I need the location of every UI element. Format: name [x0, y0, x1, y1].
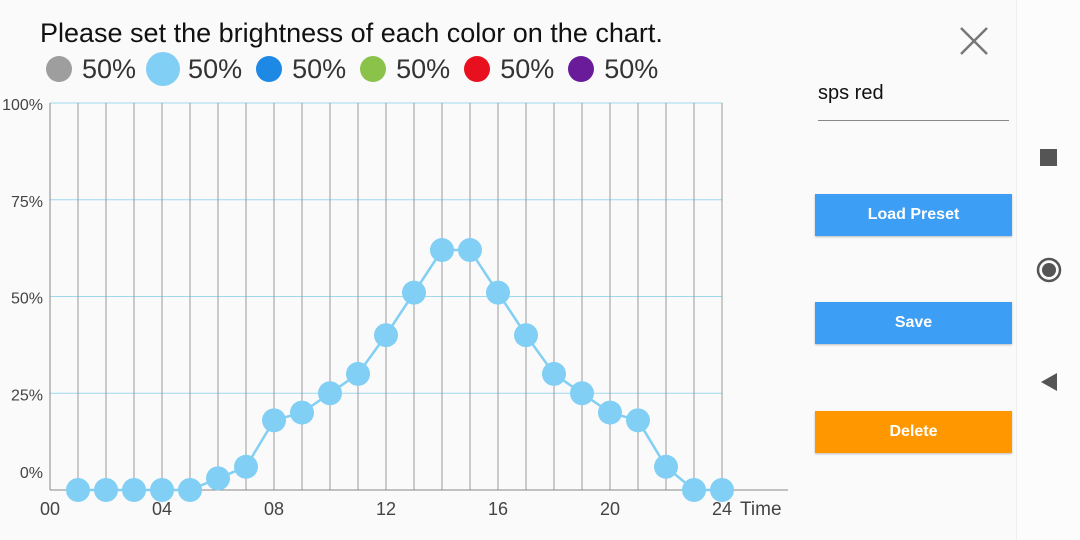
preset-name-underline [818, 120, 1009, 121]
legend-swatch [360, 56, 387, 82]
x-axis-label: Time [740, 499, 782, 520]
data-point[interactable] [598, 400, 622, 425]
data-point[interactable] [458, 238, 482, 263]
legend-value: 50% [604, 53, 659, 84]
legend-swatch [464, 56, 491, 82]
triangle-back-icon[interactable] [1039, 371, 1059, 393]
square-icon[interactable] [1039, 148, 1059, 168]
y-tick-label: 25% [11, 387, 43, 404]
x-tick-label: 24 [712, 499, 732, 519]
data-point[interactable] [542, 361, 566, 386]
system-nav-bar [1016, 0, 1080, 540]
legend-color-1[interactable]: 50% [146, 52, 243, 86]
legend-value: 50% [292, 53, 347, 84]
data-point[interactable] [486, 280, 510, 305]
data-point[interactable] [374, 323, 398, 348]
x-tick-label: 12 [376, 499, 396, 519]
save-button[interactable]: Save [815, 302, 1012, 344]
close-button[interactable] [956, 23, 992, 59]
delete-button[interactable]: Delete [815, 411, 1012, 453]
data-point[interactable] [290, 400, 314, 425]
legend-swatch [46, 56, 72, 82]
data-point[interactable] [402, 280, 426, 305]
x-tick-label: 08 [264, 499, 284, 519]
load-preset-button[interactable]: Load Preset [815, 194, 1012, 236]
x-tick-label: 16 [488, 499, 508, 519]
data-point[interactable] [626, 408, 650, 433]
legend-swatch [256, 56, 283, 82]
x-tick-label: 00 [40, 499, 60, 519]
data-point[interactable] [150, 478, 174, 502]
data-point[interactable] [654, 454, 678, 479]
brightness-chart[interactable]: 0% 25% 50% 75% 100% 00 04 08 12 16 20 24 Time [0, 90, 800, 530]
close-icon [960, 27, 988, 55]
x-tick-label: 04 [152, 499, 172, 519]
data-point[interactable] [234, 454, 258, 479]
legend-color-3[interactable]: 50% [360, 54, 450, 85]
legend-color-0[interactable]: 50% [46, 54, 136, 85]
y-tick-label: 75% [11, 194, 43, 211]
color-legend: 50% 50% 50% 50% 50% 50% [46, 52, 672, 86]
y-tick-label: 50% [11, 291, 43, 308]
legend-value: 50% [188, 53, 243, 84]
data-point[interactable] [346, 361, 370, 386]
data-point[interactable] [682, 478, 706, 502]
data-point[interactable] [710, 478, 734, 502]
legend-swatch [146, 52, 181, 86]
legend-color-2[interactable]: 50% [256, 54, 346, 85]
preset-name-field[interactable]: sps red [818, 82, 884, 104]
legend-color-4[interactable]: 50% [464, 54, 554, 85]
data-point[interactable] [318, 381, 342, 406]
circle-icon[interactable] [1036, 257, 1062, 283]
data-point[interactable] [262, 408, 286, 433]
data-point[interactable] [94, 478, 118, 502]
data-point[interactable] [430, 238, 454, 263]
legend-value: 50% [82, 53, 137, 84]
legend-color-5[interactable]: 50% [568, 54, 658, 85]
legend-swatch [568, 56, 595, 82]
data-point[interactable] [206, 466, 230, 491]
data-point[interactable] [514, 323, 538, 348]
data-point[interactable] [66, 478, 90, 502]
legend-value: 50% [500, 53, 555, 84]
y-tick-label: 0% [20, 465, 43, 482]
x-tick-label: 20 [600, 499, 620, 519]
y-tick-label: 100% [2, 97, 43, 114]
legend-value: 50% [396, 53, 451, 84]
series-line [78, 248, 722, 492]
data-point[interactable] [122, 478, 146, 502]
data-point[interactable] [570, 381, 594, 406]
page-title: Please set the brightness of each color … [40, 18, 663, 48]
data-point[interactable] [178, 478, 202, 502]
